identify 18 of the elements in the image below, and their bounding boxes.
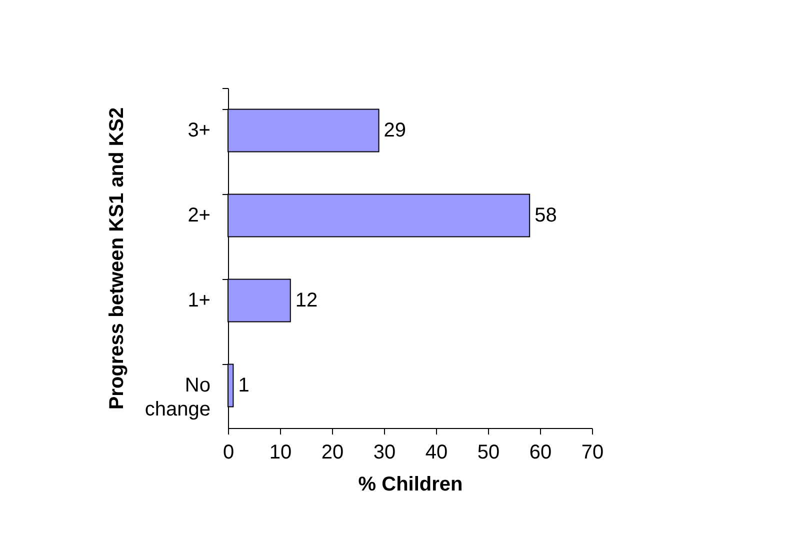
x-tick-label: 10: [269, 442, 292, 464]
x-tick-label: 20: [321, 442, 344, 464]
x-tick-label: 40: [425, 442, 448, 464]
x-tick-label: 70: [581, 442, 604, 464]
y-tick-label: 1+: [188, 290, 210, 312]
data-label: 29: [384, 120, 406, 142]
x-tick-label: 50: [477, 442, 500, 464]
x-axis-title: % Children: [358, 474, 463, 496]
x-tick-label: 60: [529, 442, 552, 464]
y-tick-label: No change: [144, 374, 210, 420]
x-tick-label: 0: [222, 442, 234, 464]
data-label: 1: [238, 374, 250, 396]
data-label: 12: [295, 290, 318, 312]
y-tick-label: 3+: [188, 120, 210, 142]
data-label: 58: [534, 204, 557, 226]
y-axis-title: Progress between KS1 and KS2: [106, 107, 128, 410]
x-tick-label: 30: [373, 442, 396, 464]
y-tick-label: 2+: [188, 204, 210, 226]
